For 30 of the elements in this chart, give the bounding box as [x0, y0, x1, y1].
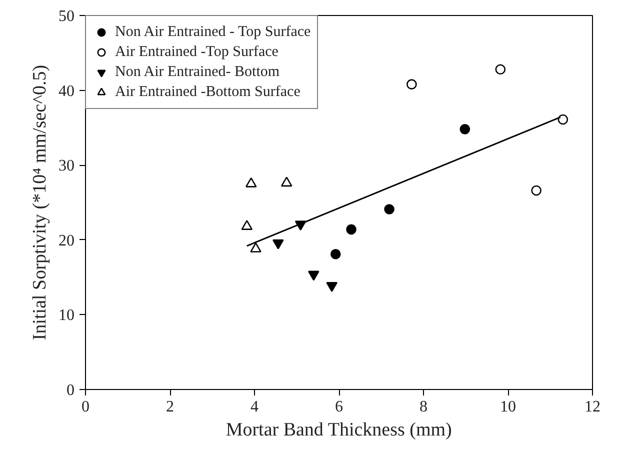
point	[326, 282, 338, 292]
y-tick-label: 40	[58, 82, 74, 100]
legend-label: Air Entrained -Bottom Surface	[115, 84, 300, 100]
point	[346, 224, 356, 235]
x-tick-label: 6	[335, 398, 343, 416]
y-tick-label: 20	[58, 232, 74, 250]
point	[272, 239, 284, 250]
legend-label: Non Air Entrained - Top Surface	[115, 24, 311, 40]
legend-label: Non Air Entrained- Bottom	[115, 64, 280, 80]
x-tick-label: 10	[500, 398, 516, 416]
point	[531, 185, 542, 196]
x-tick-label: 0	[82, 398, 90, 416]
y-tick-label: 10	[58, 307, 74, 324]
x-tick-label: 8	[420, 398, 428, 416]
point	[308, 270, 320, 281]
point	[406, 79, 417, 90]
point	[558, 114, 568, 125]
x-tick-label: 2	[166, 398, 174, 416]
legend-label: Air Entrained -Top Surface	[115, 44, 278, 60]
y-axis-title: Initial Sorptivity (*10⁴ mm/sec^0.5)	[30, 64, 50, 340]
x-tick-label: 4	[250, 398, 258, 416]
y-tick-label: 0	[66, 382, 74, 399]
x-axis-title: Mortar Band Thickness (mm)	[226, 420, 452, 440]
point	[330, 248, 341, 260]
x-tick-label: 12	[584, 398, 600, 416]
y-tick-label: 30	[58, 158, 74, 175]
point	[495, 64, 506, 74]
y-tick-label: 50	[58, 8, 74, 25]
point	[460, 124, 470, 134]
point	[384, 204, 394, 214]
